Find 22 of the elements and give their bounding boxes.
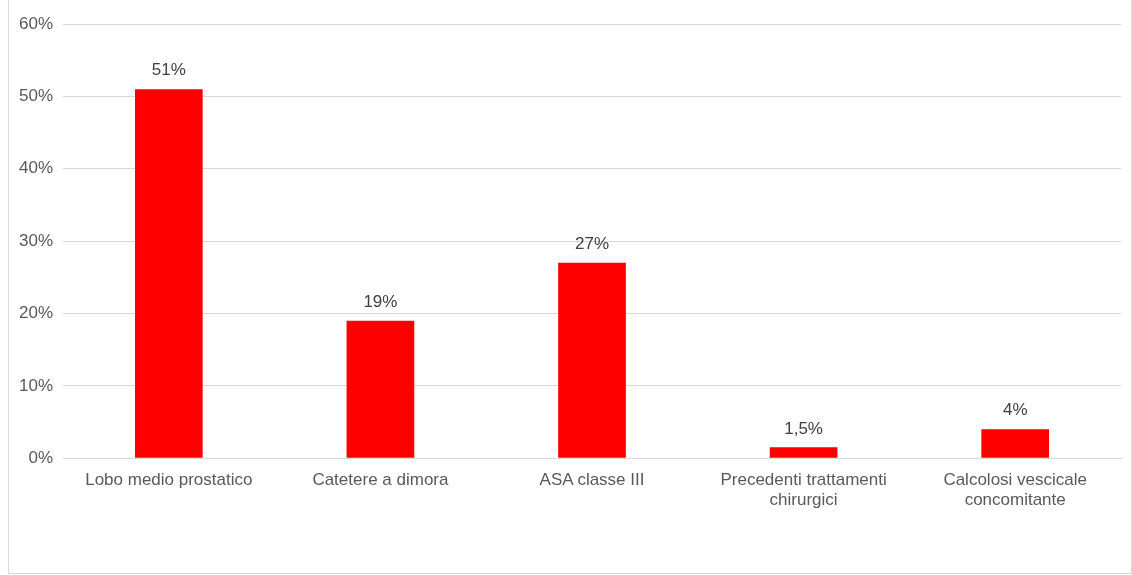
y-tick-label: 50%: [18, 86, 54, 106]
data-label: 1,5%: [784, 418, 823, 438]
y-tick-label: 40%: [18, 158, 54, 178]
bar: [981, 429, 1050, 458]
x-tick-label: Precedenti trattamenti chirurgici: [720, 470, 887, 510]
x-tick-label: ASA classe III: [539, 470, 645, 490]
data-label: 51%: [151, 60, 186, 80]
x-tick-label: Catetere a dimora: [312, 470, 449, 490]
data-label: 27%: [575, 234, 610, 253]
y-tick-label: 30%: [18, 230, 54, 250]
y-tick-label: 0%: [28, 447, 54, 467]
data-label: 4%: [1002, 400, 1028, 420]
y-tick-label: 60%: [18, 13, 54, 33]
y-tick-label: 10%: [18, 375, 54, 395]
bar: [346, 320, 415, 458]
x-tick-label: Calcolosi vescicale concomitante: [943, 470, 1088, 510]
bar: [558, 262, 626, 458]
data-label: 19%: [363, 291, 398, 311]
bar: [769, 447, 838, 458]
x-tick-label: Lobo medio prostatico: [85, 470, 253, 490]
y-tick-label: 20%: [18, 303, 54, 323]
bar: [134, 89, 203, 458]
